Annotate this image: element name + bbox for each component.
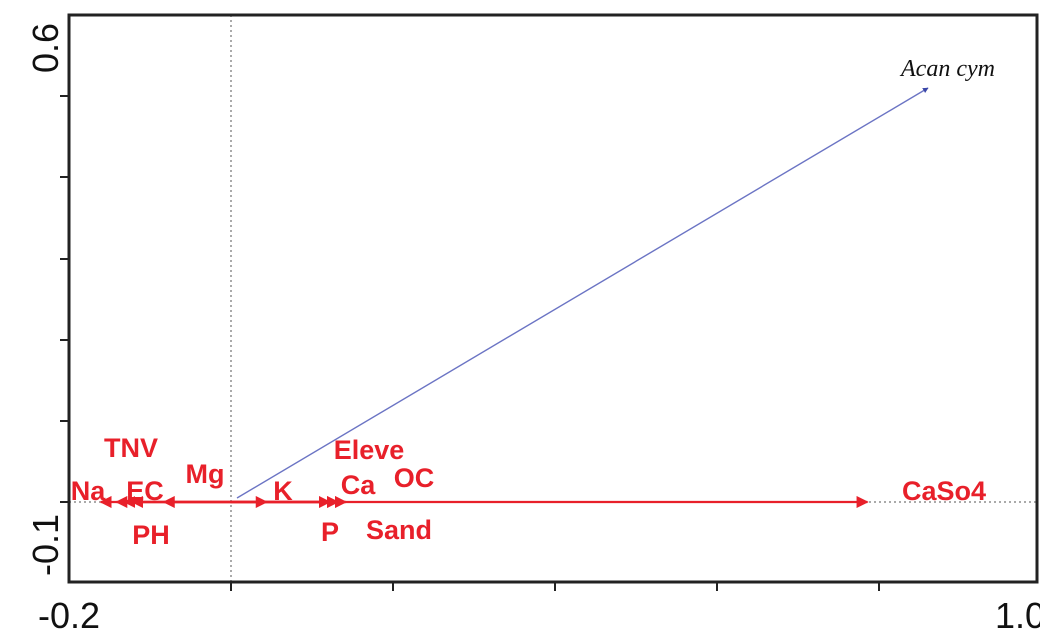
env-label-sand: Sand: [366, 515, 432, 545]
env-label-eleve: Eleve: [334, 435, 405, 465]
env-label-ph: PH: [132, 520, 170, 550]
y-tick-label-min: -0.1: [25, 514, 66, 576]
env-label-na: Na: [71, 476, 106, 506]
env-label-tnv: TNV: [104, 433, 158, 463]
x-tick-label-max: 1.0: [995, 595, 1040, 634]
env-label-oc: OC: [394, 463, 435, 493]
x-axis-ticks: [230, 582, 880, 591]
vectors-group: [99, 87, 929, 509]
plot-frame: [67, 13, 1039, 584]
species-vector-acan-cym: [236, 87, 929, 499]
species-label-acan-cym: Acan cym: [899, 56, 995, 82]
y-axis-ticks: [60, 95, 69, 503]
env-label-ec: EC: [126, 476, 164, 506]
y-tick-label-max: 0.6: [25, 23, 66, 73]
env-label-ca: Ca: [341, 470, 376, 500]
env-label-mg: Mg: [186, 459, 225, 489]
env-label-k: K: [273, 476, 293, 506]
x-tick-label-min: -0.2: [38, 595, 100, 634]
env-label-p: P: [321, 517, 339, 547]
env-label-caso4: CaSo4: [902, 476, 986, 506]
